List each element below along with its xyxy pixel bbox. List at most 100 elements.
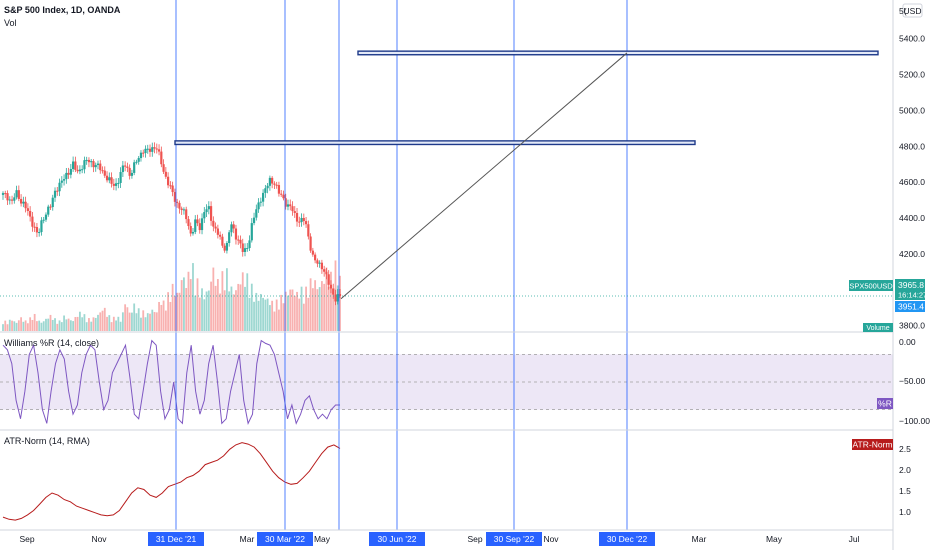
atr-tick: 2.5 [899,444,911,454]
candle-body [223,245,226,251]
volume-bar [146,313,149,331]
time-label: Mar [692,534,707,544]
price-tick: 5400.0 [899,34,925,44]
bar-countdown: 16:14:27 [898,291,927,300]
volume-bar [305,286,307,331]
time-label: Sep [467,534,482,544]
volume-bar [266,298,269,331]
candle-body [65,172,68,180]
candle-body [243,248,247,252]
candle-body [252,217,256,224]
candle-body [137,158,140,162]
time-label: 30 Sep '22 [494,534,535,544]
candle-body [101,170,104,172]
volume-bar [282,303,285,331]
volume-title[interactable]: Vol [4,18,17,28]
atr-tag [852,439,893,450]
low-price-value: 3951.4 [898,302,924,312]
trend-line[interactable] [340,52,628,300]
volume-bar [47,318,50,331]
candle-body [121,165,124,173]
atr-title[interactable]: ATR-Norm (14, RMA) [4,436,90,446]
candle-body [178,202,181,209]
candle-body [85,159,88,161]
price-tick: 4400.0 [899,213,925,223]
currency-button[interactable] [902,3,923,18]
time-label: 30 Dec '22 [607,534,648,544]
volume-bar [15,322,18,331]
volume-bar [128,312,131,331]
volume-bar [327,286,330,331]
volume-bar [78,311,81,331]
volume-bar [205,291,208,331]
williams-title[interactable]: Williams %R (14, close) [4,338,99,348]
candle-body [323,269,326,272]
candle-body [325,271,328,275]
time-label: 30 Jun '22 [378,534,417,544]
candle-body [298,221,301,223]
candle-body [241,243,244,252]
candle-body [302,217,305,222]
candle-body [225,243,229,251]
volume-bar [155,312,158,331]
symbol-title[interactable]: S&P 500 Index, 1D, OANDA [4,5,121,15]
price-tick: 4200.0 [899,249,925,259]
volume-bar [235,290,237,331]
candle-body [124,165,127,167]
candle-body [49,206,52,208]
volume-bar [153,312,156,331]
volume-bar [321,281,323,331]
volume-bar [192,263,194,331]
candle-body [284,198,287,207]
candle-body [42,219,45,221]
resistance-zone-upper[interactable] [357,50,879,56]
candle-body [307,224,310,237]
candle-body [205,209,208,213]
volume-bar [11,320,13,331]
volume-bar [230,286,233,331]
candle-body [176,201,179,203]
candle-body [162,164,165,172]
candle-body [273,183,276,185]
candle-body [268,177,271,186]
price-tick: 4600.0 [899,177,925,187]
candle-body [94,165,97,168]
candle-body [135,161,138,163]
candle-body [105,175,109,181]
volume-bar [250,283,253,331]
volume-bar [287,295,289,331]
resistance-zone-lower[interactable] [174,140,696,146]
candle-body [8,199,11,201]
volume-bar [336,285,339,331]
candle-body [318,262,321,264]
candle-body [280,193,283,195]
volume-bar [81,317,84,331]
candle-body [203,212,206,219]
candle-body [334,294,337,302]
volume-bar [49,314,52,331]
time-label: Mar [240,534,255,544]
candle-body [329,284,333,289]
candle-body [76,169,79,172]
candle-body [180,208,183,211]
volume-bar [332,291,335,331]
volume-bar [58,320,61,331]
volume-bar [131,312,133,331]
volume-bar [255,292,258,331]
candle-body [234,228,238,240]
candle-body [171,185,174,193]
volume-bar [112,316,115,331]
volume-bar [169,301,172,331]
volume-bar [6,324,9,331]
candle-body [277,185,281,194]
time-label: Nov [543,534,559,544]
candle-body [19,198,23,204]
candle-body [96,163,100,166]
time-axis[interactable]: Sep Nov 31 Dec '21 Mar 30 Mar '22 May 30 Jun '… [19,532,860,546]
volume-bar [162,300,165,331]
volume-bar [22,321,25,331]
candle-body [207,206,210,210]
price-tick: 4800.0 [899,141,925,151]
